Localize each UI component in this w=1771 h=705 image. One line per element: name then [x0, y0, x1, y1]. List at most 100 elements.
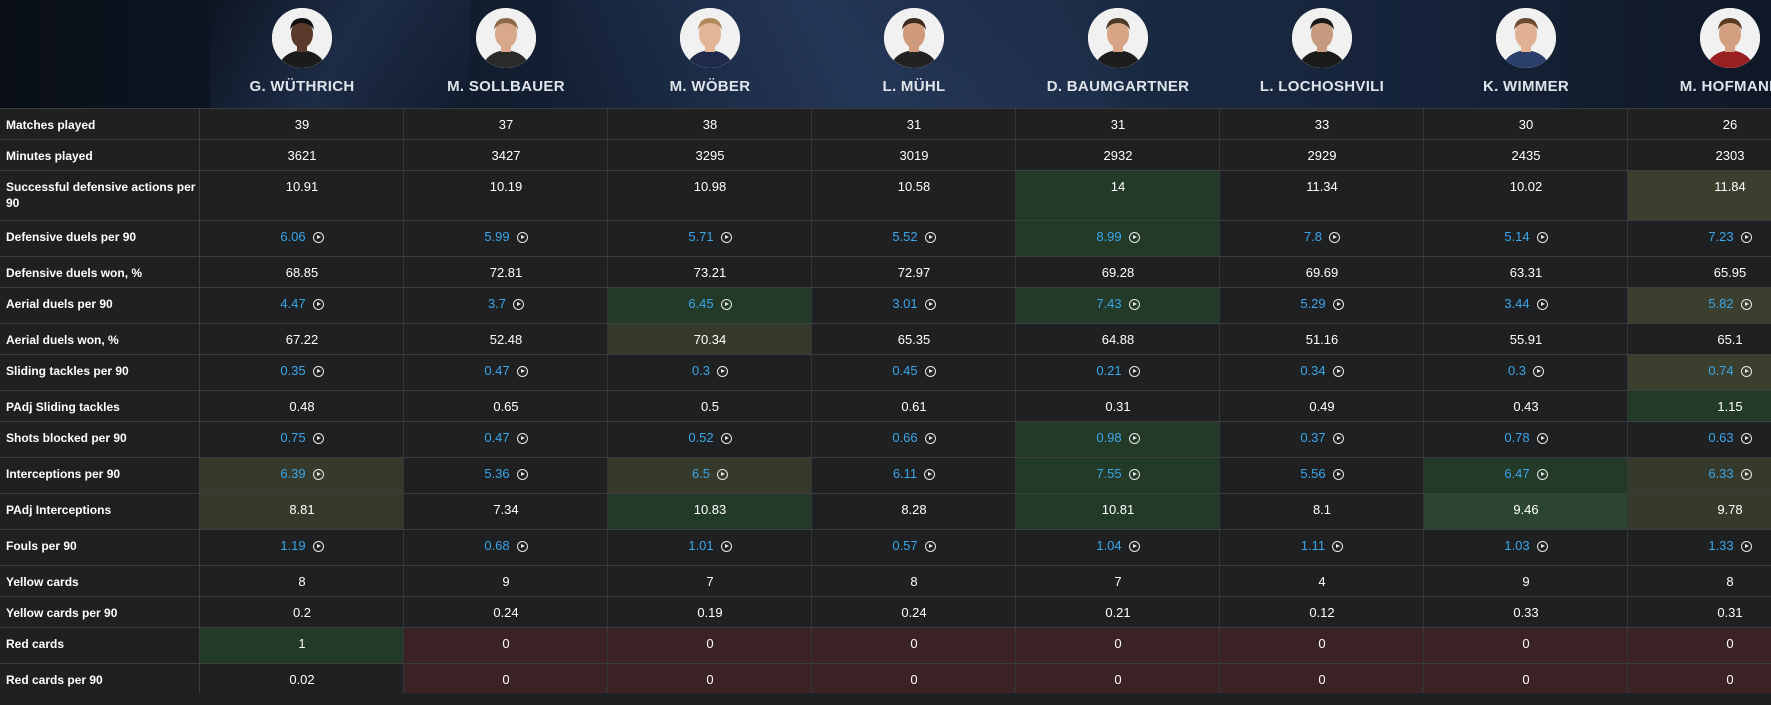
stat-value-text[interactable]: 1.19 [280, 538, 306, 553]
stat-link[interactable]: 0.66 [812, 430, 1016, 446]
table-cell[interactable]: 1.04 [1016, 530, 1220, 566]
stat-value-text[interactable]: 3.01 [892, 296, 918, 311]
table-cell[interactable]: 3.7 [404, 288, 608, 324]
stat-value-text[interactable]: 5.52 [892, 229, 918, 244]
table-cell[interactable]: 0.74 [1628, 355, 1771, 391]
stat-value-text[interactable]: 0.57 [892, 538, 918, 553]
stat-link[interactable]: 8.99 [1016, 229, 1220, 245]
stat-value-text[interactable]: 0.3 [1507, 363, 1527, 378]
player-name[interactable]: G. WÜTHRICH [249, 78, 355, 95]
player-header-8[interactable]: M. HOFMANN [1628, 0, 1771, 108]
play-circle-icon[interactable] [924, 433, 936, 444]
stat-value-text[interactable]: 6.33 [1708, 466, 1734, 481]
player-avatar[interactable] [1292, 8, 1352, 68]
play-circle-icon[interactable] [1128, 541, 1140, 552]
stat-link[interactable]: 0.98 [1016, 430, 1220, 446]
player-name[interactable]: L. MÜHL [882, 78, 946, 95]
table-cell[interactable]: 0.98 [1016, 422, 1220, 458]
play-circle-icon[interactable] [1740, 541, 1752, 552]
stat-value-text[interactable]: 0.21 [1096, 363, 1122, 378]
stat-link[interactable]: 1.01 [608, 538, 812, 554]
stat-value-text[interactable]: 0.34 [1300, 363, 1326, 378]
table-cell[interactable]: 7.43 [1016, 288, 1220, 324]
stat-link[interactable]: 0.78 [1424, 430, 1628, 446]
table-cell[interactable]: 0.68 [404, 530, 608, 566]
table-cell[interactable]: 0.37 [1220, 422, 1424, 458]
table-cell[interactable]: 0.78 [1424, 422, 1628, 458]
play-circle-icon[interactable] [1740, 232, 1752, 243]
play-circle-icon[interactable] [924, 366, 936, 377]
player-avatar[interactable] [272, 8, 332, 68]
table-cell[interactable]: 0.47 [404, 355, 608, 391]
stat-link[interactable]: 0.68 [404, 538, 608, 554]
table-cell[interactable]: 6.33 [1628, 458, 1771, 494]
stat-link[interactable]: 5.71 [608, 229, 812, 245]
stat-link[interactable]: 3.7 [404, 296, 608, 312]
stat-link[interactable]: 7.55 [1016, 466, 1220, 482]
stat-value-text[interactable]: 0.3 [691, 363, 711, 378]
stat-value-text[interactable]: 1.01 [688, 538, 714, 553]
table-cell[interactable]: 0.75 [200, 422, 404, 458]
table-cell[interactable]: 5.29 [1220, 288, 1424, 324]
play-circle-icon[interactable] [1740, 469, 1752, 480]
play-circle-icon[interactable] [1536, 299, 1548, 310]
stat-value-text[interactable]: 0.52 [688, 430, 714, 445]
play-circle-icon[interactable] [924, 541, 936, 552]
player-avatar[interactable] [1496, 8, 1556, 68]
stat-link[interactable]: 1.03 [1424, 538, 1628, 554]
table-cell[interactable]: 0.34 [1220, 355, 1424, 391]
stat-value-text[interactable]: 0.78 [1504, 430, 1530, 445]
stat-link[interactable]: 7.43 [1016, 296, 1220, 312]
table-cell[interactable]: 7.23 [1628, 221, 1771, 257]
player-name[interactable]: L. LOCHOSHVILI [1259, 78, 1385, 95]
player-name[interactable]: K. WIMMER [1482, 78, 1570, 95]
play-circle-icon[interactable] [1740, 366, 1752, 377]
stat-link[interactable]: 1.33 [1628, 538, 1771, 554]
player-header-7[interactable]: K. WIMMER [1424, 0, 1628, 108]
play-circle-icon[interactable] [1329, 232, 1341, 243]
table-cell[interactable]: 0.63 [1628, 422, 1771, 458]
table-cell[interactable]: 5.52 [812, 221, 1016, 257]
table-cell[interactable]: 1.01 [608, 530, 812, 566]
stat-value-text[interactable]: 3.44 [1504, 296, 1530, 311]
player-avatar[interactable] [680, 8, 740, 68]
table-cell[interactable]: 6.11 [812, 458, 1016, 494]
stat-link[interactable]: 0.21 [1016, 363, 1220, 379]
play-circle-icon[interactable] [1536, 541, 1548, 552]
stat-value-text[interactable]: 6.5 [691, 466, 711, 481]
play-circle-icon[interactable] [717, 469, 729, 480]
table-cell[interactable]: 7.8 [1220, 221, 1424, 257]
play-circle-icon[interactable] [1332, 299, 1344, 310]
play-circle-icon[interactable] [516, 366, 528, 377]
play-circle-icon[interactable] [516, 433, 528, 444]
play-circle-icon[interactable] [720, 299, 732, 310]
table-cell[interactable]: 0.47 [404, 422, 608, 458]
table-cell[interactable]: 0.35 [200, 355, 404, 391]
table-cell[interactable]: 6.47 [1424, 458, 1628, 494]
table-cell[interactable]: 1.03 [1424, 530, 1628, 566]
play-circle-icon[interactable] [720, 232, 732, 243]
stat-value-text[interactable]: 5.29 [1300, 296, 1326, 311]
play-circle-icon[interactable] [312, 232, 324, 243]
stat-value-text[interactable]: 1.03 [1504, 538, 1530, 553]
stat-link[interactable]: 5.29 [1220, 296, 1424, 312]
stat-value-text[interactable]: 5.14 [1504, 229, 1530, 244]
stat-link[interactable]: 5.14 [1424, 229, 1628, 245]
player-avatar[interactable] [884, 8, 944, 68]
stat-value-text[interactable]: 0.66 [892, 430, 918, 445]
table-cell[interactable]: 1.11 [1220, 530, 1424, 566]
player-header-3[interactable]: M. WÖBER [608, 0, 812, 108]
stat-link[interactable]: 0.57 [812, 538, 1016, 554]
stat-link[interactable]: 0.63 [1628, 430, 1771, 446]
play-circle-icon[interactable] [312, 541, 324, 552]
stat-value-text[interactable]: 0.45 [892, 363, 918, 378]
stat-link[interactable]: 6.06 [200, 229, 404, 245]
stat-link[interactable]: 1.11 [1220, 538, 1424, 554]
play-circle-icon[interactable] [1128, 366, 1140, 377]
stat-value-text[interactable]: 0.98 [1096, 430, 1122, 445]
table-cell[interactable]: 5.14 [1424, 221, 1628, 257]
play-circle-icon[interactable] [1332, 366, 1344, 377]
stat-value-text[interactable]: 6.39 [280, 466, 306, 481]
stat-link[interactable]: 0.45 [812, 363, 1016, 379]
player-header-6[interactable]: L. LOCHOSHVILI [1220, 0, 1424, 108]
